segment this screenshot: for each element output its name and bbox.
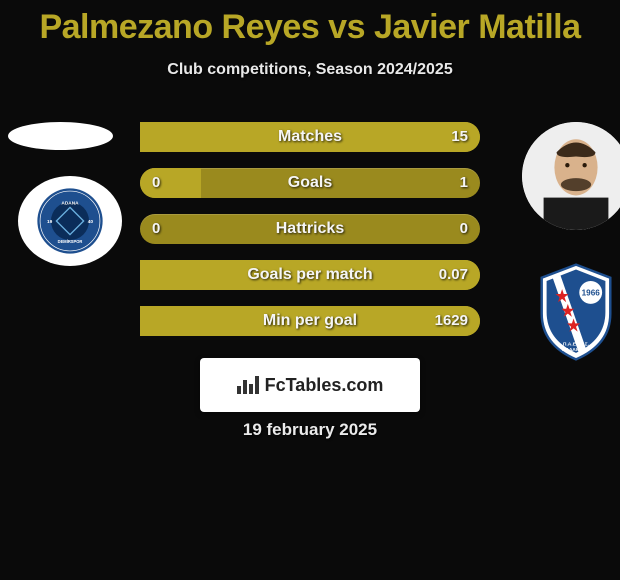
svg-text:ADANA: ADANA bbox=[61, 201, 79, 207]
page-title: Palmezano Reyes vs Javier Matilla bbox=[0, 0, 620, 47]
svg-text:DEMİRSPOR: DEMİRSPOR bbox=[58, 239, 83, 244]
fctables-badge: FcTables.com bbox=[200, 358, 420, 412]
svg-text:Π.Α.Ε. "Γ.Σ.: Π.Α.Ε. "Γ.Σ. bbox=[563, 341, 590, 347]
stat-label: Goals bbox=[140, 168, 480, 198]
stat-bar-matches: 15Matches bbox=[140, 122, 480, 152]
stat-bar-min-per-goal: 1629Min per goal bbox=[140, 306, 480, 336]
player2-name: Javier Matilla bbox=[374, 8, 581, 46]
stat-label: Hattricks bbox=[140, 214, 480, 244]
player2-avatar bbox=[522, 122, 620, 230]
player2-face-svg bbox=[522, 122, 620, 230]
stats-container: 15Matches 01Goals 00Hattricks 0.07Goals per… bbox=[140, 122, 480, 352]
stat-bar-goals: 01Goals bbox=[140, 168, 480, 198]
svg-text:1966: 1966 bbox=[582, 289, 601, 298]
stat-bar-goals-per-match: 0.07Goals per match bbox=[140, 260, 480, 290]
club2-logo: 1966 Π.Α.Ε. "Γ.Σ. ΚΑΛΛΙΘΕΑ" bbox=[522, 258, 620, 366]
vs-text: vs bbox=[319, 8, 374, 46]
club1-logo: ADANA DEMİRSPOR 19 40 bbox=[18, 176, 122, 266]
stat-bar-hattricks: 00Hattricks bbox=[140, 214, 480, 244]
svg-text:40: 40 bbox=[88, 219, 94, 225]
svg-text:19: 19 bbox=[47, 219, 53, 225]
player1-name: Palmezano Reyes bbox=[39, 8, 319, 46]
subtitle: Club competitions, Season 2024/2025 bbox=[0, 61, 620, 79]
chart-icon bbox=[237, 376, 259, 394]
svg-text:ΚΑΛΛΙΘΕΑ": ΚΑΛΛΙΘΕΑ" bbox=[562, 347, 590, 353]
badge-text: FcTables.com bbox=[265, 375, 384, 396]
stat-label: Goals per match bbox=[140, 260, 480, 290]
club1-logo-svg: ADANA DEMİRSPOR 19 40 bbox=[36, 187, 104, 255]
stat-label: Min per goal bbox=[140, 306, 480, 336]
stat-label: Matches bbox=[140, 122, 480, 152]
date-text: 19 february 2025 bbox=[0, 420, 620, 440]
player1-avatar bbox=[8, 122, 113, 150]
club2-logo-svg: 1966 Π.Α.Ε. "Γ.Σ. ΚΑΛΛΙΘΕΑ" bbox=[527, 263, 620, 361]
